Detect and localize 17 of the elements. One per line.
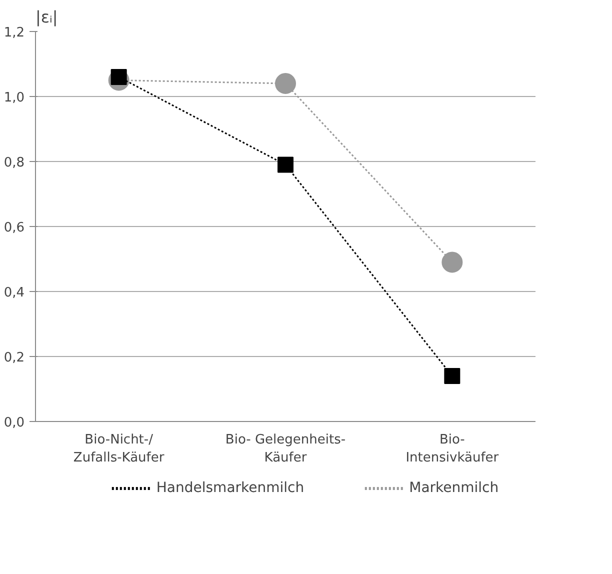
- y-axis-title: |εᵢ|: [36, 8, 58, 26]
- x-tick-label: Bio- Gelegenheits- Käufer: [225, 432, 346, 466]
- legend-label: Markenmilch: [409, 480, 499, 496]
- y-tick-label: 0,8: [4, 156, 25, 170]
- x-tick-label: Bio-Nicht-/ Zufalls-Käufer: [73, 432, 165, 466]
- point: [444, 368, 460, 384]
- point: [278, 156, 294, 173]
- y-tick-label: 1,2: [4, 26, 25, 40]
- point: [442, 252, 463, 273]
- legend-label: Handelsmarkenmilch: [156, 480, 304, 496]
- y-tick-label: 0,4: [4, 286, 25, 300]
- x-tick-label: Bio- Intensivkäufer: [406, 432, 500, 466]
- y-tick-label: 0,0: [4, 416, 25, 430]
- point: [275, 73, 296, 94]
- y-tick-label: 0,2: [4, 350, 25, 366]
- y-tick-label: 0,6: [4, 220, 25, 236]
- y-tick-label: 1,0: [4, 90, 25, 106]
